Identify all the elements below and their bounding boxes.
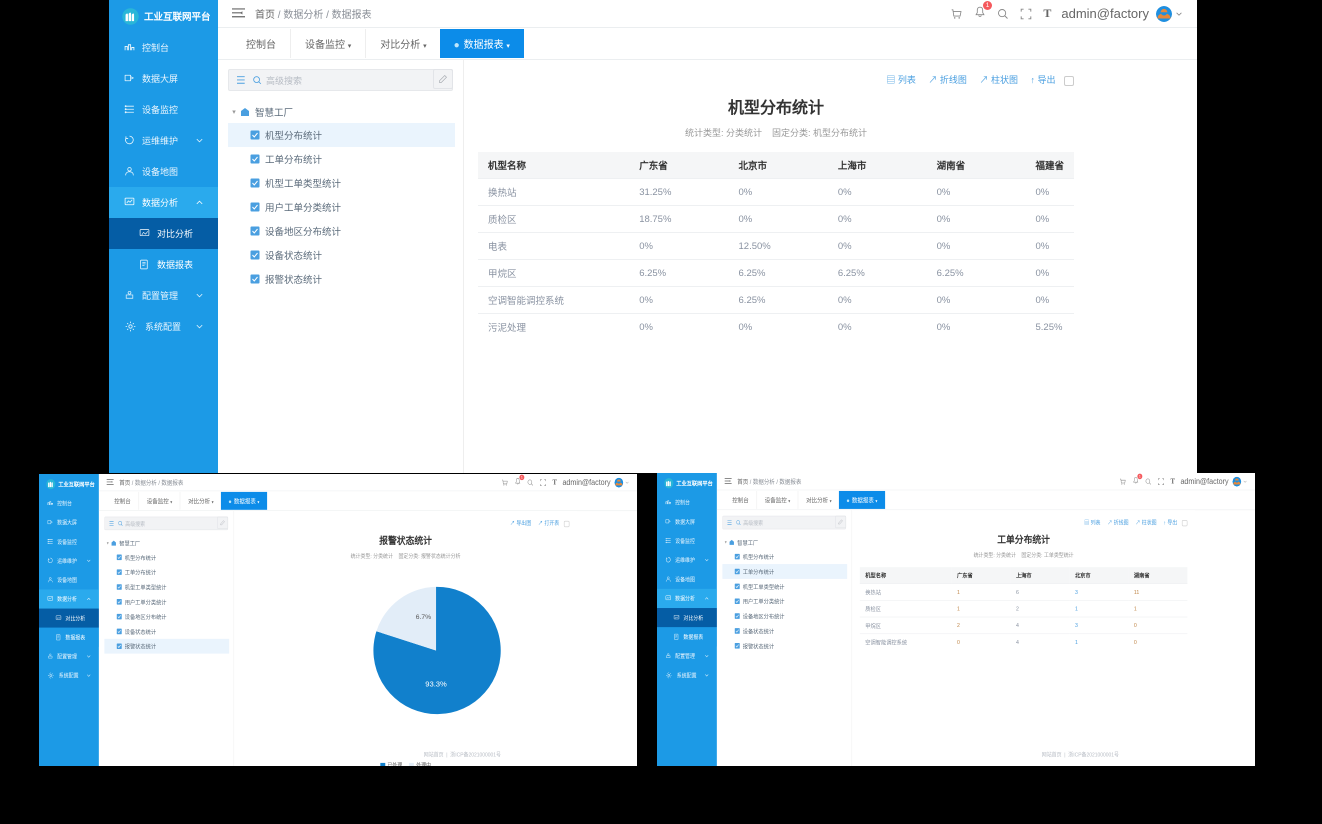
svg-text:93.3%: 93.3% [425, 679, 447, 688]
svg-text:6.7%: 6.7% [416, 614, 431, 621]
